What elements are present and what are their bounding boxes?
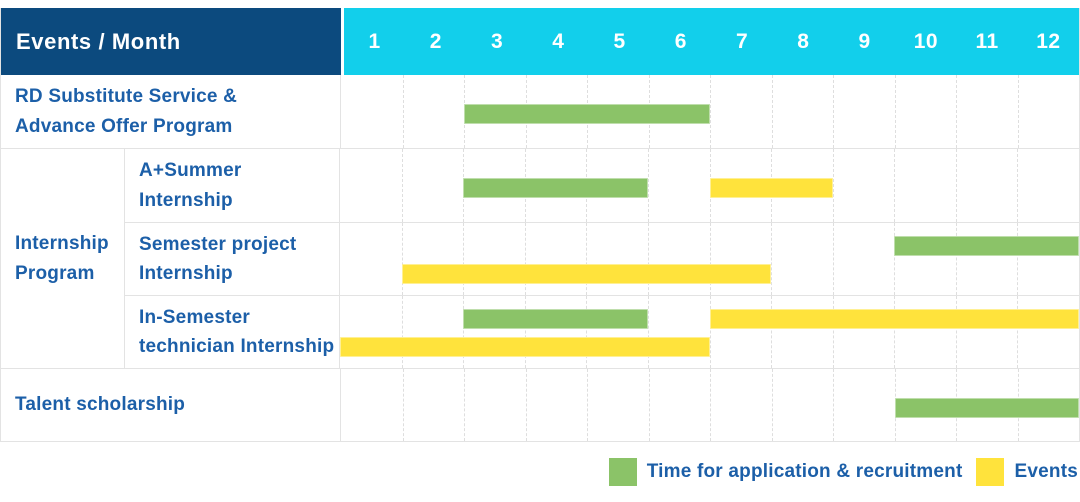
month-gridline	[894, 75, 896, 148]
month-gridline	[401, 223, 403, 295]
month-gridline	[463, 296, 465, 368]
month-gridline	[401, 149, 403, 222]
row-timeline	[341, 369, 1079, 441]
month-header-cell: 10	[913, 29, 939, 53]
events-schedule-table: Events / Month 1 2 3 4 5 6 7 8 9 10 11 12 RD Substi…	[0, 8, 1080, 442]
month-gridline	[832, 296, 834, 368]
row-group: Internship Program A+Summer Internship Semes…	[1, 148, 1079, 368]
month-gridline	[771, 369, 773, 441]
month-gridline	[464, 369, 465, 441]
gantt-bar-event	[709, 178, 833, 198]
gantt-bar-application	[463, 309, 648, 329]
table-row: Talent scholarship	[1, 368, 1079, 441]
month-gridline	[833, 369, 834, 441]
month-gridline	[832, 223, 834, 295]
row-label: Semester project Internship	[125, 223, 340, 295]
month-gridline	[833, 75, 834, 148]
month-gridline	[771, 296, 773, 368]
legend-swatch-application	[608, 458, 637, 486]
month-header-cell: 7	[736, 29, 749, 53]
legend-label: Time for application & recruitment	[646, 461, 963, 482]
month-header-cell: 12	[1036, 29, 1061, 53]
month-gridline	[710, 75, 711, 148]
gantt-bar-application	[894, 236, 1079, 256]
month-gridline	[402, 369, 404, 441]
month-gridline	[709, 296, 711, 368]
month-header-cell: 6	[674, 29, 687, 53]
table-header-row: Events / Month 1 2 3 4 5 6 7 8 9 10 11 12	[1, 8, 1079, 75]
gantt-bar-application	[463, 178, 648, 198]
month-gridline	[832, 149, 834, 222]
table-title: Events / Month	[1, 8, 341, 75]
month-header-cell: 8	[797, 29, 810, 53]
month-header-cell: 2	[429, 29, 442, 53]
month-gridline	[586, 223, 588, 295]
month-gridline	[647, 223, 649, 295]
gantt-bar-event	[401, 264, 772, 284]
month-gridline	[894, 296, 896, 368]
row-label: Talent scholarship	[1, 369, 341, 441]
row-timeline	[340, 296, 1079, 368]
month-header-row: 1 2 3 4 5 6 7 8 9 10 11 12	[341, 8, 1079, 75]
month-gridline	[647, 296, 649, 368]
month-gridline	[647, 149, 649, 222]
table-body: RD Substitute Service & Advance Offer Pro…	[1, 75, 1079, 441]
row-label: In-Semester technician Internship	[125, 296, 340, 368]
row-timeline	[340, 149, 1079, 222]
table-row: In-Semester technician Internship	[125, 295, 1079, 368]
month-gridline	[955, 223, 957, 295]
month-gridline	[1017, 149, 1019, 222]
table-row: RD Substitute Service & Advance Offer Pro…	[1, 75, 1079, 148]
month-gridline	[955, 149, 957, 222]
month-gridline	[955, 296, 957, 368]
gantt-bar-event	[709, 309, 1079, 329]
month-header-cell: 9	[858, 29, 871, 53]
gantt-bar-application	[894, 398, 1079, 418]
month-header-cell: 3	[491, 29, 504, 53]
month-header-cell: 5	[613, 29, 626, 53]
month-gridline	[771, 223, 773, 295]
month-gridline	[648, 369, 650, 441]
legend-label: Events	[1014, 461, 1078, 482]
table-row: A+Summer Internship	[125, 149, 1079, 222]
month-gridline	[402, 75, 404, 148]
gantt-bar-event	[340, 337, 710, 357]
month-gridline	[710, 369, 711, 441]
month-gridline	[401, 296, 403, 368]
group-subrows: A+Summer Internship Semester project Intern…	[125, 149, 1079, 368]
legend: Time for application & recruitment Events	[0, 458, 1080, 486]
row-timeline	[341, 75, 1079, 148]
gantt-bar-application	[464, 104, 710, 124]
month-gridline	[524, 223, 526, 295]
month-gridline	[463, 223, 465, 295]
row-label: A+Summer Internship	[125, 149, 340, 222]
month-gridline	[894, 149, 896, 222]
month-gridline	[894, 223, 896, 295]
month-header-cell: 11	[975, 29, 999, 53]
legend-item-application: Time for application & recruitment	[608, 458, 963, 486]
month-gridline	[771, 75, 773, 148]
month-gridline	[524, 296, 526, 368]
month-gridline	[587, 369, 588, 441]
month-gridline	[1017, 75, 1019, 148]
gantt-page: Events / Month 1 2 3 4 5 6 7 8 9 10 11 12 RD Substi…	[0, 8, 1080, 502]
row-timeline	[340, 223, 1079, 295]
group-label-cell: Internship Program	[1, 149, 125, 368]
month-header-cell: 4	[552, 29, 565, 53]
month-gridline	[956, 75, 957, 148]
month-gridline	[1017, 296, 1019, 368]
month-gridline	[586, 296, 588, 368]
row-label: RD Substitute Service & Advance Offer Pro…	[1, 75, 341, 148]
legend-item-event: Events	[976, 458, 1078, 486]
month-gridline	[1017, 223, 1019, 295]
month-header-cell: 1	[368, 29, 381, 53]
month-gridline	[709, 223, 711, 295]
table-row: Semester project Internship	[125, 222, 1079, 295]
legend-swatch-event	[976, 458, 1005, 486]
month-gridline	[525, 369, 527, 441]
